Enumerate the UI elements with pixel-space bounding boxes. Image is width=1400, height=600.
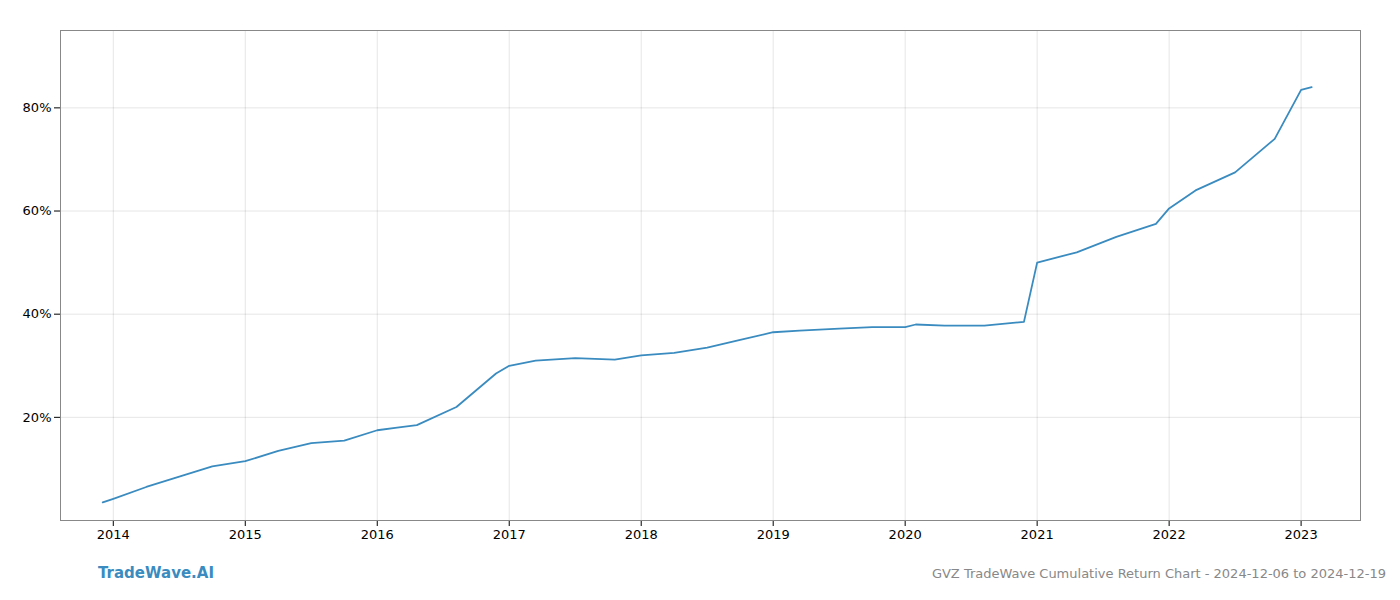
svg-text:2023: 2023	[1285, 527, 1318, 542]
svg-text:2022: 2022	[1153, 527, 1186, 542]
svg-text:2017: 2017	[493, 527, 526, 542]
svg-text:2015: 2015	[229, 527, 262, 542]
svg-text:2019: 2019	[757, 527, 790, 542]
svg-text:2014: 2014	[97, 527, 130, 542]
svg-text:60%: 60%	[23, 203, 52, 218]
svg-text:2021: 2021	[1021, 527, 1054, 542]
svg-text:20%: 20%	[23, 410, 52, 425]
html-text:GVZ TradeWave Cumulative Retur: GVZ TradeWave Cumulative Return Chart - …	[931, 566, 1386, 581]
html-text:TradeWave.AI: TradeWave.AI	[98, 564, 214, 582]
svg-text:40%: 40%	[23, 306, 52, 321]
svg-text:80%: 80%	[23, 100, 52, 115]
svg-text:2018: 2018	[625, 527, 658, 542]
svg-text:2020: 2020	[889, 527, 922, 542]
svg-text:2016: 2016	[361, 527, 394, 542]
